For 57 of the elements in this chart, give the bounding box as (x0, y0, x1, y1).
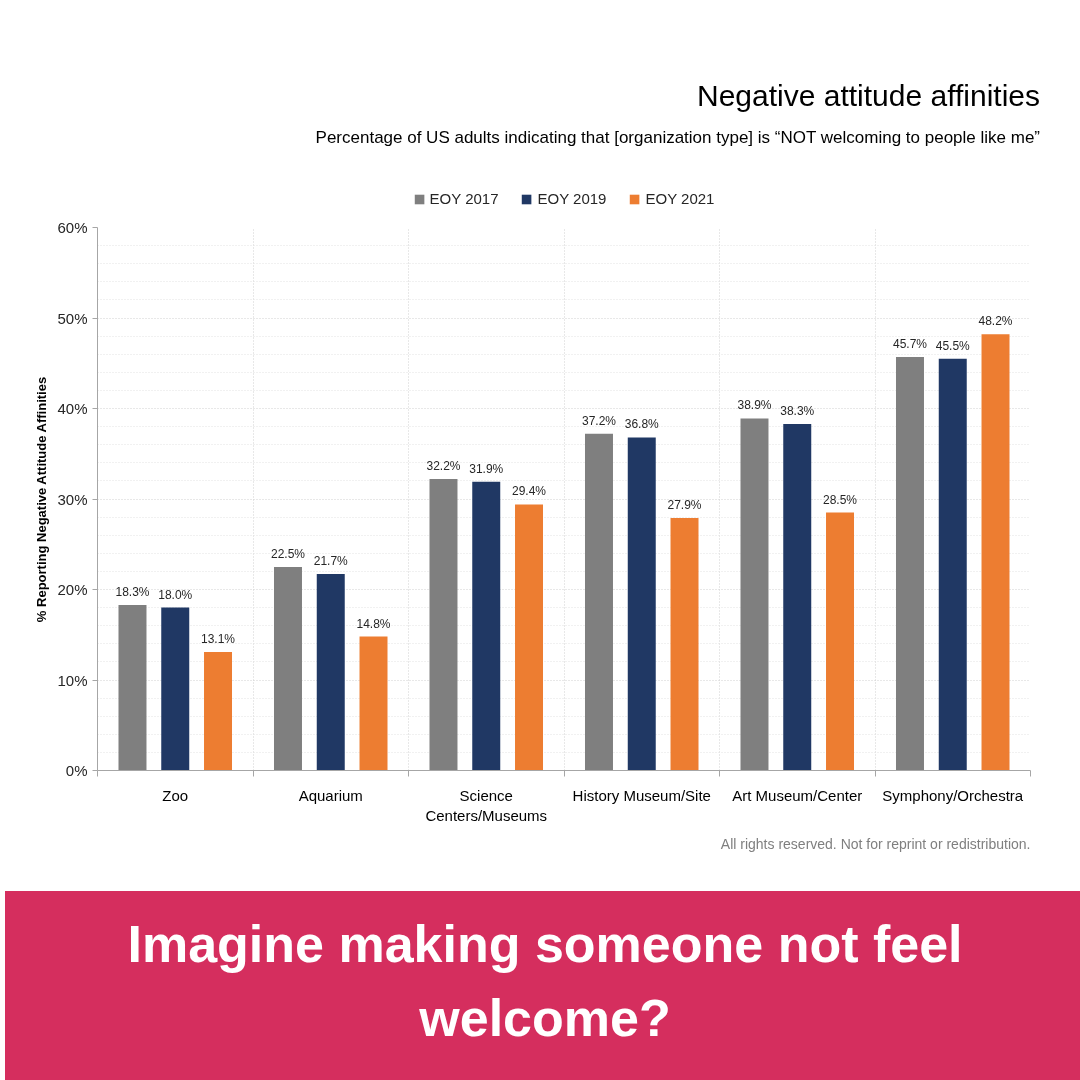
legend-label: EOY 2021 (645, 190, 715, 207)
data-label: 18.0% (158, 587, 193, 602)
bar (627, 437, 656, 771)
bar (981, 334, 1010, 771)
text: All rights reserved. Not for reprint or redistribution. (720, 835, 1031, 852)
bar (826, 512, 855, 771)
bar (161, 607, 190, 771)
data-label: 21.7% (313, 554, 349, 569)
x-tick-label: Science Centers/Museums (425, 786, 548, 824)
x-tick-label: Symphony/Orchestra (882, 786, 1024, 804)
data-label: 37.2% (581, 413, 617, 428)
y-tick-label: 40% (57, 400, 88, 417)
data-label: 29.4% (512, 484, 547, 499)
bar (359, 636, 388, 771)
bar (273, 566, 302, 771)
data-label: 32.2% (426, 459, 461, 474)
x-tick-label: Zoo (162, 786, 189, 804)
y-tick-label: 30% (57, 490, 88, 508)
bar (783, 423, 812, 771)
data-label: 31.9% (469, 461, 504, 476)
data-label: 14.8% (356, 616, 391, 631)
data-label: 38.3% (780, 403, 815, 418)
chart-subtitle: Percentage of US adults indicating that [organization type] is “NOT welcoming to people like me” (315, 127, 1040, 149)
bar (204, 651, 233, 771)
data-label: 13.1% (201, 631, 236, 646)
y-tick-label: 50% (57, 309, 88, 327)
y-tick-label: 20% (57, 581, 88, 598)
data-label: 36.8% (624, 417, 660, 432)
x-tick-label: Art Museum/Center (732, 786, 863, 804)
data-label: 27.9% (667, 498, 702, 513)
y-tick-label: 0% (65, 762, 88, 779)
bar (429, 479, 458, 771)
legend-label: EOY 2017 (429, 190, 499, 207)
data-label: 22.5% (270, 546, 306, 561)
data-label: 38.9% (737, 398, 772, 413)
x-tick-label: History Museum/Site (572, 786, 711, 804)
y-tick-label: 10% (57, 671, 88, 689)
text: Imagine making someone not feel welcome? (126, 914, 964, 1049)
bar (316, 574, 345, 771)
bar (938, 358, 967, 771)
bar (895, 356, 924, 771)
y-axis-title: % Reporting Negative Attitude Affinities (34, 376, 50, 623)
bar (118, 604, 147, 771)
legend-label: EOY 2019 (537, 190, 607, 207)
data-label: 28.5% (823, 492, 858, 507)
data-label: 45.7% (892, 336, 928, 351)
data-label: 45.5% (935, 338, 971, 353)
bar (670, 518, 699, 771)
data-label: 48.2% (978, 314, 1013, 329)
x-tick-label: Aquarium (298, 786, 363, 804)
y-tick-label: 60% (57, 219, 88, 236)
data-label: 18.3% (115, 584, 150, 599)
bar (584, 433, 613, 771)
bar (515, 504, 544, 771)
chart-title: Negative attitude affinities (697, 78, 1040, 114)
bar (740, 418, 769, 771)
bar (472, 481, 501, 771)
